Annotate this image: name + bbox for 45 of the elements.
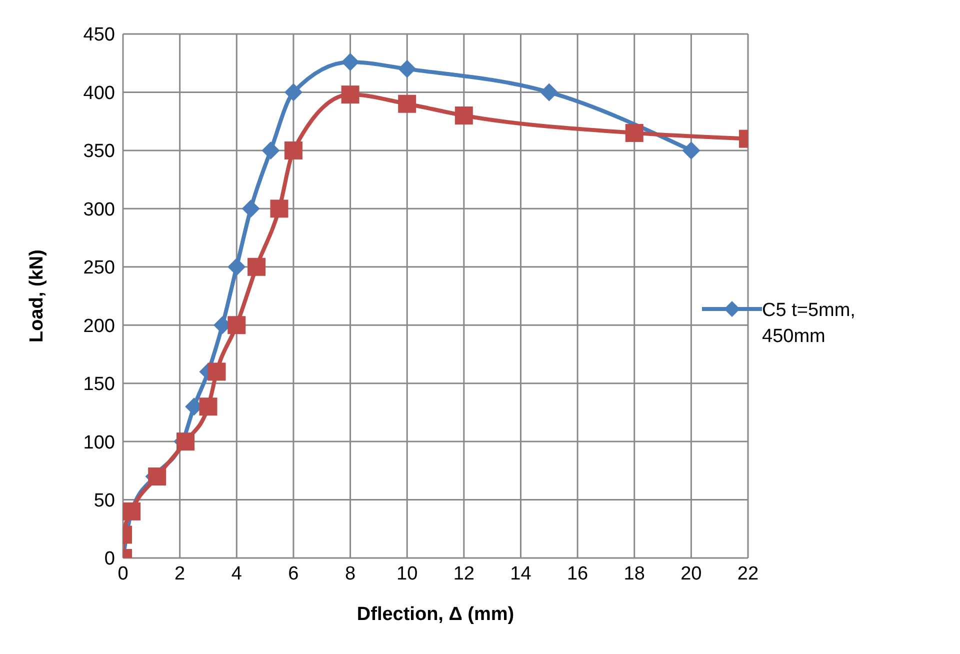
point: [341, 52, 360, 71]
x-tick-label: 16: [566, 563, 588, 584]
y-axis-title: Load, (kN): [26, 250, 48, 342]
x-tick-label: 14: [510, 563, 532, 584]
point: [398, 60, 416, 78]
x-tick-label: 8: [344, 563, 356, 584]
x-tick-label: 22: [737, 563, 759, 584]
legend-label: C5 t=5mm, 450mm: [762, 299, 856, 349]
y-tick-label: 300: [83, 199, 115, 220]
point: [176, 432, 194, 451]
y-tick-label: 250: [83, 258, 115, 279]
y-tick-label: 450: [83, 24, 115, 46]
x-tick-label: 0: [118, 563, 128, 584]
point: [682, 141, 700, 160]
y-tick-label: 200: [83, 316, 115, 337]
point: [242, 200, 260, 218]
x-axis-title: Dflection, Δ (mm): [356, 604, 514, 625]
x-tick-label: 6: [288, 563, 299, 584]
x-tick-label: 18: [624, 563, 645, 584]
x-tick-label: 2: [174, 563, 186, 584]
y-tick-label: 100: [83, 432, 115, 454]
point: [540, 83, 558, 102]
point: [270, 200, 288, 218]
point: [228, 316, 246, 334]
point: [148, 467, 166, 486]
point: [284, 141, 302, 160]
x-tick-label: 4: [231, 563, 242, 584]
y-tick-label: 350: [83, 141, 115, 162]
x-tick-label: 20: [680, 563, 702, 584]
x-tick-label: 10: [396, 563, 418, 584]
x-tick-label: 12: [453, 563, 474, 584]
y-tick-label: 150: [83, 374, 115, 396]
y-tick-label: 50: [94, 490, 115, 512]
point: [284, 83, 302, 102]
point: [262, 141, 280, 160]
point: [341, 86, 360, 104]
point: [228, 258, 246, 276]
point: [248, 258, 266, 276]
y-tick-label: 0: [104, 548, 115, 570]
point: [625, 124, 644, 142]
point: [398, 94, 416, 113]
y-tick-label: 400: [83, 82, 115, 104]
point: [208, 362, 226, 381]
point: [199, 398, 218, 416]
point: [454, 106, 473, 125]
